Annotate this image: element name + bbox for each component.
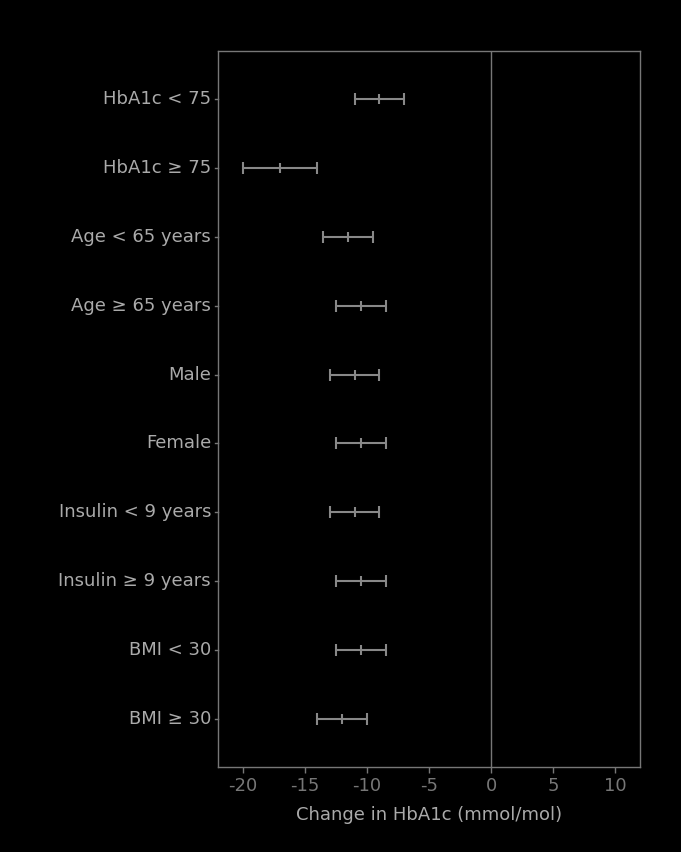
Text: Insulin < 9 years: Insulin < 9 years	[59, 504, 211, 521]
Text: Age ≥ 65 years: Age ≥ 65 years	[72, 296, 211, 314]
Text: BMI < 30: BMI < 30	[129, 641, 211, 659]
Text: BMI ≥ 30: BMI ≥ 30	[129, 710, 211, 728]
Text: Male: Male	[168, 366, 211, 383]
Text: Female: Female	[146, 435, 211, 452]
Text: Insulin ≥ 9 years: Insulin ≥ 9 years	[59, 572, 211, 590]
Text: HbA1c < 75: HbA1c < 75	[103, 90, 211, 108]
Text: Age < 65 years: Age < 65 years	[72, 228, 211, 246]
X-axis label: Change in HbA1c (mmol/mol): Change in HbA1c (mmol/mol)	[296, 806, 562, 825]
Text: HbA1c ≥ 75: HbA1c ≥ 75	[103, 159, 211, 177]
